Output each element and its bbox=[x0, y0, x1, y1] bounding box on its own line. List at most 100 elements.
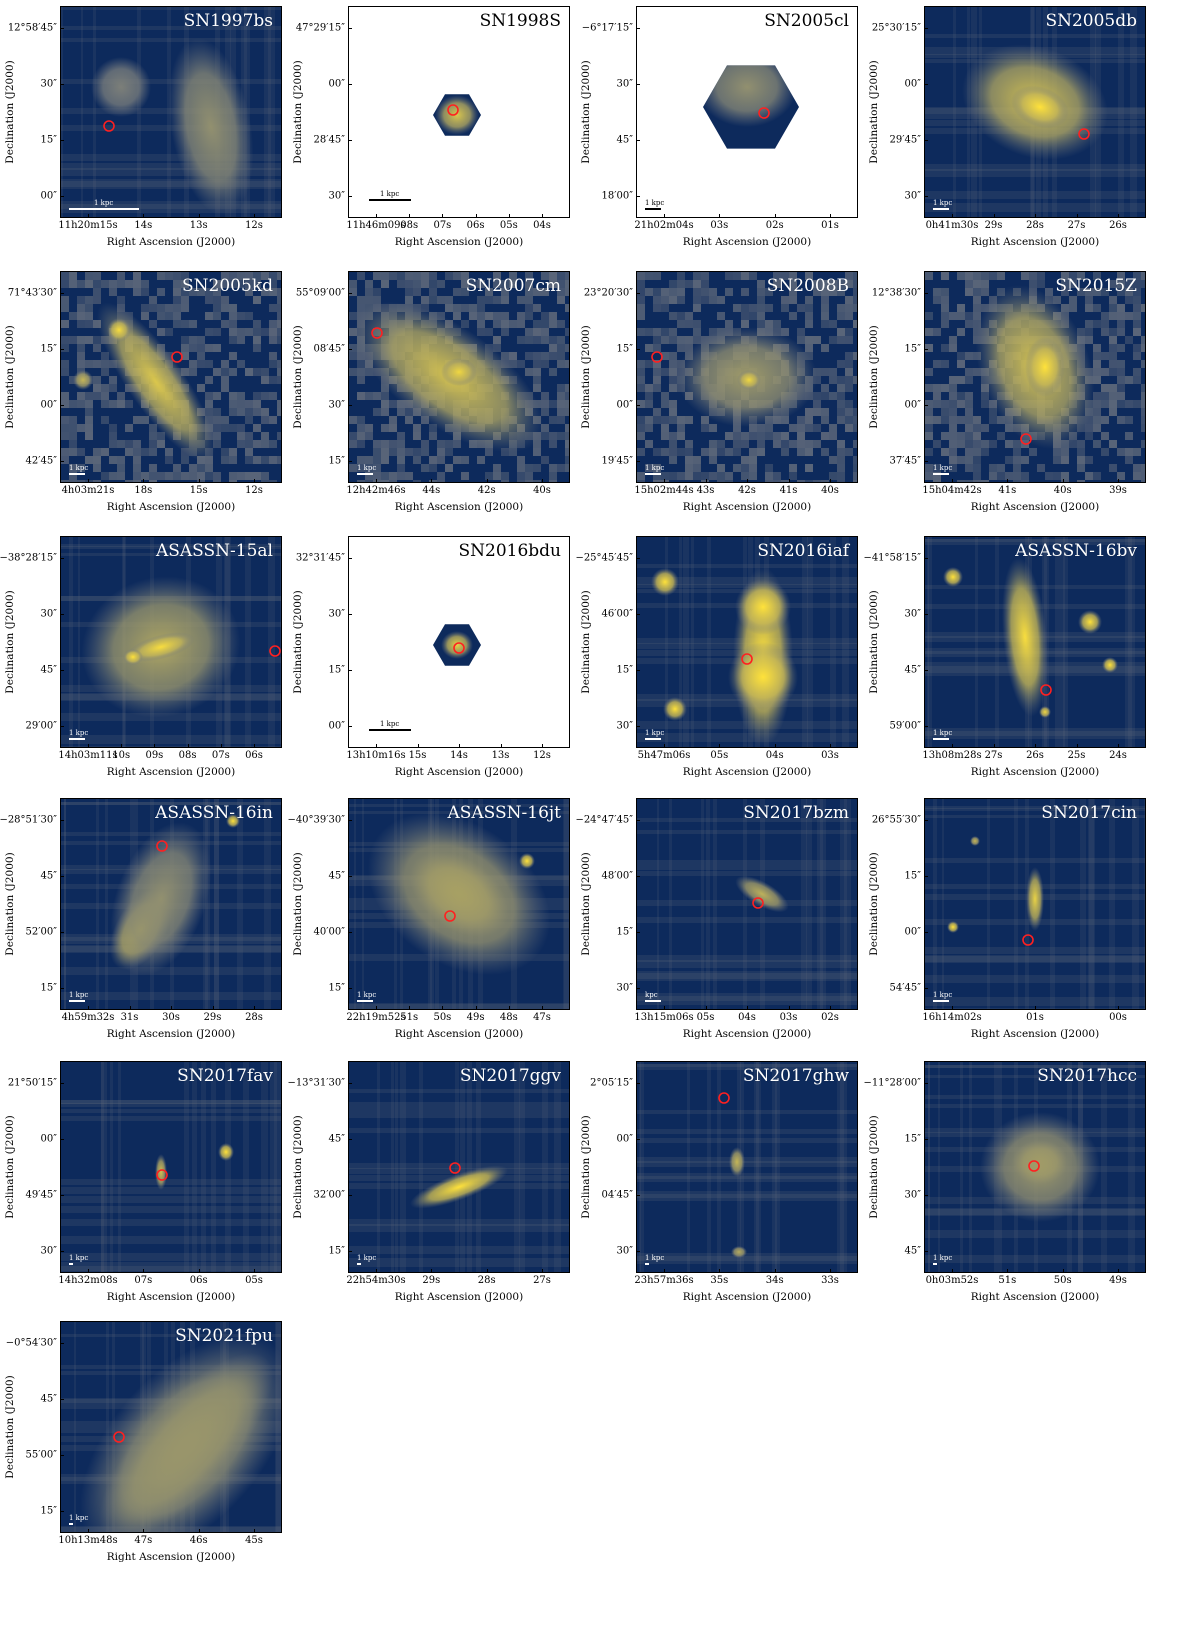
scale-bar-line bbox=[933, 738, 949, 740]
galaxy-blob bbox=[1010, 85, 1070, 129]
galaxy-blob bbox=[729, 1147, 745, 1177]
scale-bar-label: 1 kpc bbox=[645, 464, 665, 472]
scale-bar-label: 1 kpc bbox=[645, 1254, 665, 1262]
y-tick-mark bbox=[60, 28, 64, 29]
image-frame: SN2007cm 1 kpc bbox=[348, 271, 570, 483]
x-tick-label: 26s bbox=[1026, 750, 1044, 761]
y-tick-label: 15″ bbox=[904, 1133, 921, 1145]
y-tick-mark bbox=[60, 988, 64, 989]
image-frame: ASASSN-16bv 1 kpc bbox=[924, 536, 1146, 748]
y-tick-mark bbox=[60, 140, 64, 141]
galaxy-blob bbox=[107, 318, 131, 342]
x-tick-mark bbox=[830, 1006, 831, 1010]
y-axis-label-text: Declination (J2000) bbox=[868, 60, 880, 164]
y-axis-label: Declination (J2000) bbox=[578, 536, 594, 748]
y-tick-mark bbox=[924, 726, 928, 727]
y-axis-label: Declination (J2000) bbox=[578, 6, 594, 218]
y-tick-label: 30″ bbox=[616, 720, 633, 732]
supernova-marker bbox=[1040, 684, 1052, 696]
y-tick-mark bbox=[924, 558, 928, 559]
x-tick-label: 13s bbox=[189, 220, 208, 231]
scale-bar-line bbox=[933, 473, 949, 475]
x-tick-mark bbox=[1007, 479, 1009, 483]
host-galaxy bbox=[925, 799, 1145, 1009]
x-tick-label: 43s bbox=[696, 485, 715, 496]
x-tick-label: 00s bbox=[1109, 1012, 1127, 1023]
y-tick-mark bbox=[636, 405, 640, 406]
supernova-marker bbox=[651, 351, 663, 363]
y-axis-label: Declination (J2000) bbox=[2, 1321, 18, 1533]
galaxy-blob bbox=[409, 1165, 509, 1209]
y-tick-mark bbox=[60, 726, 64, 727]
x-tick-mark bbox=[542, 1269, 543, 1273]
y-tick-mark bbox=[60, 1511, 64, 1512]
x-tick-mark bbox=[542, 744, 543, 748]
x-tick-label: 33s bbox=[821, 1275, 839, 1286]
y-tick-mark bbox=[636, 1195, 640, 1196]
y-axis-label: Declination (J2000) bbox=[578, 271, 594, 483]
x-tick-mark bbox=[500, 744, 502, 748]
x-tick-label: 05s bbox=[696, 1012, 715, 1023]
x-tick-mark bbox=[1118, 744, 1119, 748]
x-axis-label: Right Ascension (J2000) bbox=[970, 1028, 1100, 1040]
galaxy-blob bbox=[735, 875, 789, 913]
galaxy-blob bbox=[1039, 706, 1051, 718]
y-axis-label-text: Declination (J2000) bbox=[292, 852, 304, 956]
y-axis-label-text: Declination (J2000) bbox=[292, 325, 304, 429]
galaxy-blob bbox=[519, 853, 535, 869]
y-tick-label: 30″ bbox=[328, 608, 345, 620]
galaxy-image bbox=[61, 1322, 281, 1532]
x-tick-label: 01s bbox=[821, 220, 839, 231]
x-tick-label: 4h03m21s bbox=[61, 485, 115, 496]
y-tick-label: 00″ bbox=[616, 399, 633, 411]
x-tick-label: 06s bbox=[466, 220, 485, 231]
y-tick-label: 30″ bbox=[616, 78, 633, 90]
y-tick-label: 45″ bbox=[40, 870, 57, 882]
x-axis-label: Right Ascension (J2000) bbox=[106, 766, 236, 778]
image-frame: SN2021fpu 1 kpc bbox=[60, 1321, 282, 1533]
host-galaxy bbox=[925, 1062, 1145, 1272]
host-galaxy bbox=[433, 94, 481, 136]
y-tick-mark bbox=[636, 196, 640, 197]
x-tick-mark bbox=[376, 744, 377, 748]
x-tick-label: 42s bbox=[477, 485, 496, 496]
scale-bar: 1 kpc bbox=[933, 1254, 952, 1265]
supernova-marker bbox=[1022, 934, 1034, 946]
y-tick-mark bbox=[636, 726, 640, 727]
y-tick-mark bbox=[348, 461, 352, 462]
y-tick-mark bbox=[924, 461, 928, 462]
galaxy-image bbox=[433, 624, 481, 666]
panel-title: ASASSN-16jt bbox=[447, 803, 561, 823]
y-tick-mark bbox=[924, 876, 928, 877]
y-tick-label: 15″ bbox=[616, 664, 633, 676]
host-galaxy bbox=[61, 7, 281, 217]
y-tick-label: 23°20′30″ bbox=[583, 287, 633, 299]
galaxy-blob bbox=[731, 1246, 747, 1258]
scale-bar-line bbox=[69, 1263, 73, 1265]
y-tick-mark bbox=[924, 1195, 928, 1196]
x-tick-mark bbox=[719, 1269, 721, 1273]
image-frame: SN2017cin 1 kpc bbox=[924, 798, 1146, 1010]
y-axis-label-text: Declination (J2000) bbox=[4, 1375, 16, 1479]
y-tick-mark bbox=[636, 988, 640, 989]
x-tick-mark bbox=[664, 479, 665, 483]
image-frame: ASASSN-15al 1 kpc bbox=[60, 536, 282, 748]
scale-bar: kpc bbox=[645, 991, 661, 1002]
x-tick-mark bbox=[442, 1006, 444, 1010]
x-tick-mark bbox=[88, 744, 89, 748]
y-tick-label: 45″ bbox=[904, 1245, 921, 1257]
scale-bar: 1 kpc bbox=[357, 991, 376, 1002]
x-tick-mark bbox=[508, 1006, 510, 1010]
galaxy-blob bbox=[73, 370, 93, 390]
y-axis-label-text: Declination (J2000) bbox=[580, 325, 592, 429]
y-tick-label: 29′45″ bbox=[889, 134, 921, 146]
y-axis-label-text: Declination (J2000) bbox=[868, 590, 880, 694]
y-axis-label: Declination (J2000) bbox=[290, 271, 306, 483]
y-tick-label: −24°47′45″ bbox=[575, 814, 633, 826]
x-tick-mark bbox=[1076, 214, 1078, 218]
x-tick-label: 05s bbox=[245, 1275, 263, 1286]
x-tick-mark bbox=[376, 214, 377, 218]
x-tick-mark bbox=[88, 479, 89, 483]
y-tick-mark bbox=[924, 670, 928, 671]
y-tick-label: 08′45″ bbox=[313, 343, 345, 355]
